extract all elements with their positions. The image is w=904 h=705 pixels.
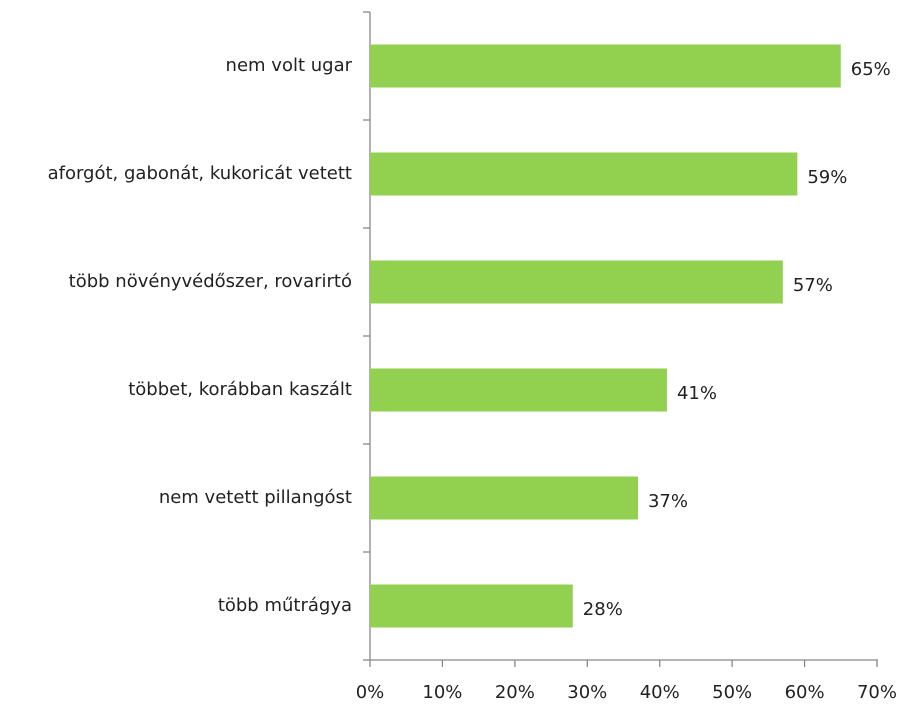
y-tick-label: több műtrágya	[218, 595, 352, 616]
value-label: 28%	[583, 599, 623, 620]
y-tick-label: aforgót, gabonát, kukoricát vetett	[48, 163, 352, 184]
bar	[370, 44, 841, 88]
bar	[370, 476, 638, 520]
value-label: 37%	[648, 491, 688, 512]
x-tick-label: 0%	[356, 682, 385, 703]
y-tick-label: többet, korábban kaszált	[128, 379, 352, 400]
x-tick-label: 60%	[785, 682, 825, 703]
value-label: 59%	[807, 167, 847, 188]
bar	[370, 152, 798, 196]
x-tick-label: 40%	[640, 682, 680, 703]
x-tick-label: 20%	[495, 682, 535, 703]
x-tick-label: 10%	[422, 682, 462, 703]
y-tick-label: nem vetett pillangóst	[159, 487, 352, 508]
x-tick-label: 50%	[712, 682, 752, 703]
y-tick-label: több növényvédőszer, rovarirtó	[69, 271, 352, 292]
bar	[370, 368, 667, 412]
value-label: 41%	[677, 383, 717, 404]
y-tick-label: nem volt ugar	[226, 55, 353, 76]
value-label: 57%	[793, 275, 833, 296]
x-tick-label: 70%	[857, 682, 897, 703]
bar	[370, 584, 573, 628]
value-label: 65%	[851, 59, 891, 80]
bar	[370, 260, 783, 304]
x-tick-label: 30%	[567, 682, 607, 703]
